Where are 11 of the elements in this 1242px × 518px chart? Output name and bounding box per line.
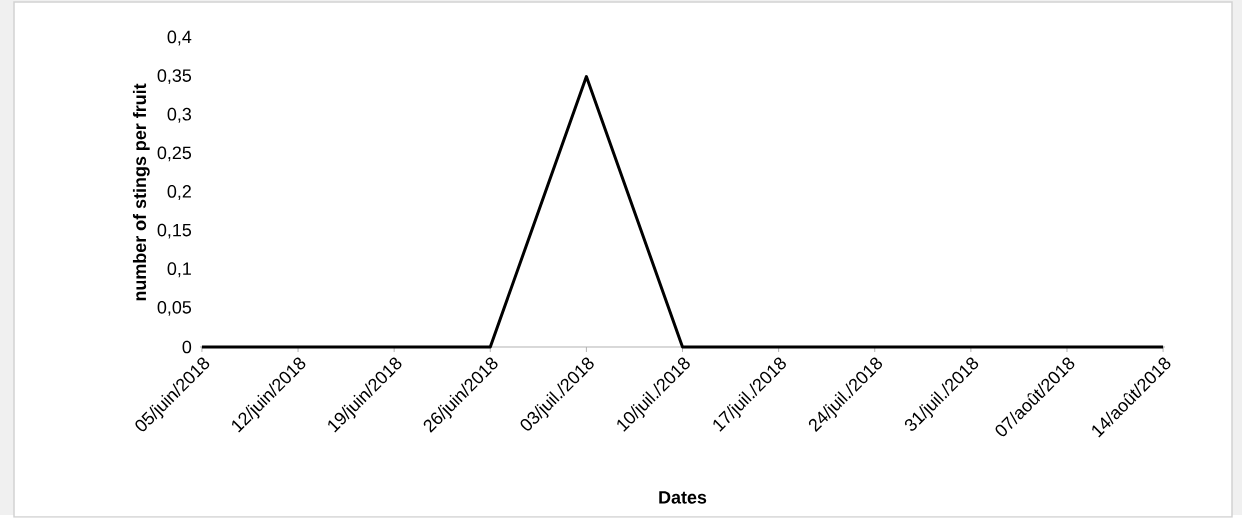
y-tick-label: 0 xyxy=(182,340,192,354)
y-tick-label: 0,35 xyxy=(157,69,192,85)
y-tick-label: 0,1 xyxy=(167,262,191,278)
y-tick-label: 0,2 xyxy=(167,185,191,201)
y-axis-title: number of stings per fruit xyxy=(132,83,150,301)
y-tick-label: 0,05 xyxy=(157,301,192,316)
y-tick-label: 0,25 xyxy=(157,146,192,162)
y-tick-label: 0,15 xyxy=(157,223,192,239)
x-axis-title: Dates xyxy=(659,491,707,504)
y-tick-label: 0,3 xyxy=(167,107,192,123)
y-tick-label: 0,4 xyxy=(167,30,192,46)
